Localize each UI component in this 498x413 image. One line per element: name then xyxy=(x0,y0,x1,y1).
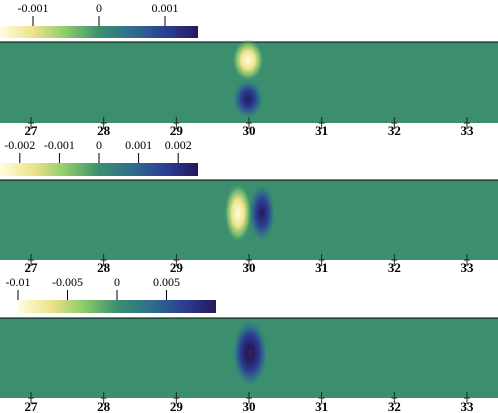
x-tick-label: 32 xyxy=(388,123,401,138)
x-tick-label: 29 xyxy=(170,399,184,413)
colorbar-tick-label: 0 xyxy=(114,275,120,289)
colorbar-tick-label: -0.001 xyxy=(44,138,75,152)
x-tick-label: 29 xyxy=(170,260,184,275)
x-tick-label: 32 xyxy=(388,399,401,413)
colorbar-tick-label: 0.001 xyxy=(125,138,152,152)
x-tick-label: 30 xyxy=(243,123,256,138)
x-tick-label: 28 xyxy=(97,399,111,413)
x-tick-label: 28 xyxy=(97,123,111,138)
positive-lobe xyxy=(224,183,252,243)
negative-lobe xyxy=(232,79,264,119)
x-tick-label: 32 xyxy=(388,260,401,275)
colorbar-tick-label: -0.001 xyxy=(18,1,49,15)
colorbar-tick-label: -0.002 xyxy=(4,138,35,152)
negative-lobe xyxy=(248,183,276,243)
x-tick-label: 27 xyxy=(25,399,39,413)
x-tick-label: 30 xyxy=(243,399,256,413)
x-tick-label: 33 xyxy=(460,260,474,275)
x-tick-label: 29 xyxy=(170,123,184,138)
x-tick-label: 31 xyxy=(315,399,328,413)
x-tick-label: 31 xyxy=(315,260,328,275)
colorbar-tick-label: 0.001 xyxy=(152,1,179,15)
colorbar-tick-label: 0.002 xyxy=(165,138,192,152)
colorbar xyxy=(18,300,216,313)
x-tick-label: 27 xyxy=(25,260,39,275)
colorbar-tick-label: -0.01 xyxy=(6,275,31,289)
colorbar-tick-label: 0.005 xyxy=(153,275,180,289)
colorbar-tick-label: 0 xyxy=(96,138,102,152)
x-tick-label: 33 xyxy=(460,123,474,138)
colorbar xyxy=(0,26,198,38)
x-tick-label: 30 xyxy=(243,260,256,275)
colorbar-tick-label: 0 xyxy=(96,1,102,15)
positive-lobe xyxy=(232,39,264,81)
x-tick-label: 33 xyxy=(460,399,474,413)
colorbar-tick-label: -0.005 xyxy=(52,275,83,289)
x-tick-label: 31 xyxy=(315,123,328,138)
negative-lobe xyxy=(232,319,268,387)
colorbar xyxy=(0,163,198,176)
field-features xyxy=(224,39,276,387)
x-tick-label: 28 xyxy=(97,260,111,275)
x-tick-label: 27 xyxy=(25,123,39,138)
